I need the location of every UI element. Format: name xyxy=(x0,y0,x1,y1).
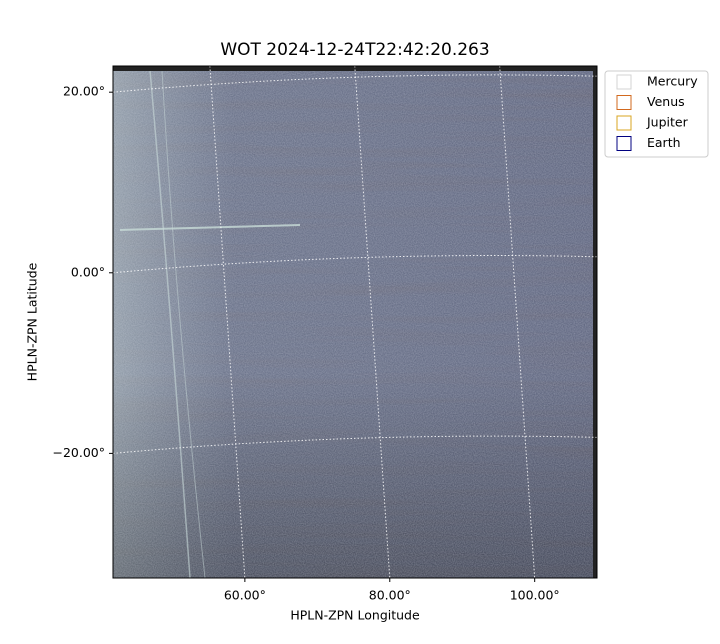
grid-line xyxy=(112,255,598,274)
y-tick-label: −20.00° xyxy=(52,445,105,460)
legend-swatch xyxy=(616,115,632,131)
image xyxy=(113,66,597,578)
y-tick-label: 20.00° xyxy=(63,84,105,99)
legend-label: Jupiter xyxy=(646,115,689,130)
legend-label: Mercury xyxy=(647,74,698,89)
y-axis-label: HPLN-ZPN Latitude xyxy=(25,262,40,381)
legend-swatch xyxy=(616,136,632,151)
legend xyxy=(604,70,709,158)
x-tick-label: 60.00° xyxy=(224,588,266,603)
axes-frame xyxy=(112,65,598,579)
legend-swatch xyxy=(616,95,632,110)
legend-label: Earth xyxy=(647,135,681,150)
grid-line xyxy=(209,65,246,579)
x-tick-label: 100.00° xyxy=(510,588,560,603)
grid-line xyxy=(112,74,598,93)
grid-line xyxy=(354,65,391,579)
x-tick-label: 80.00° xyxy=(369,588,411,603)
chart-title: WOT 2024-12-24T22:42:20.263 xyxy=(220,40,489,60)
y-tick-label: 0.00° xyxy=(71,264,105,279)
grid-line xyxy=(112,435,598,454)
x-axis-label: HPLN-ZPN Longitude xyxy=(290,608,420,623)
legend-label: Venus xyxy=(647,94,685,109)
legend-swatch xyxy=(616,74,632,90)
grid xyxy=(112,65,598,579)
grid-line xyxy=(499,65,536,579)
